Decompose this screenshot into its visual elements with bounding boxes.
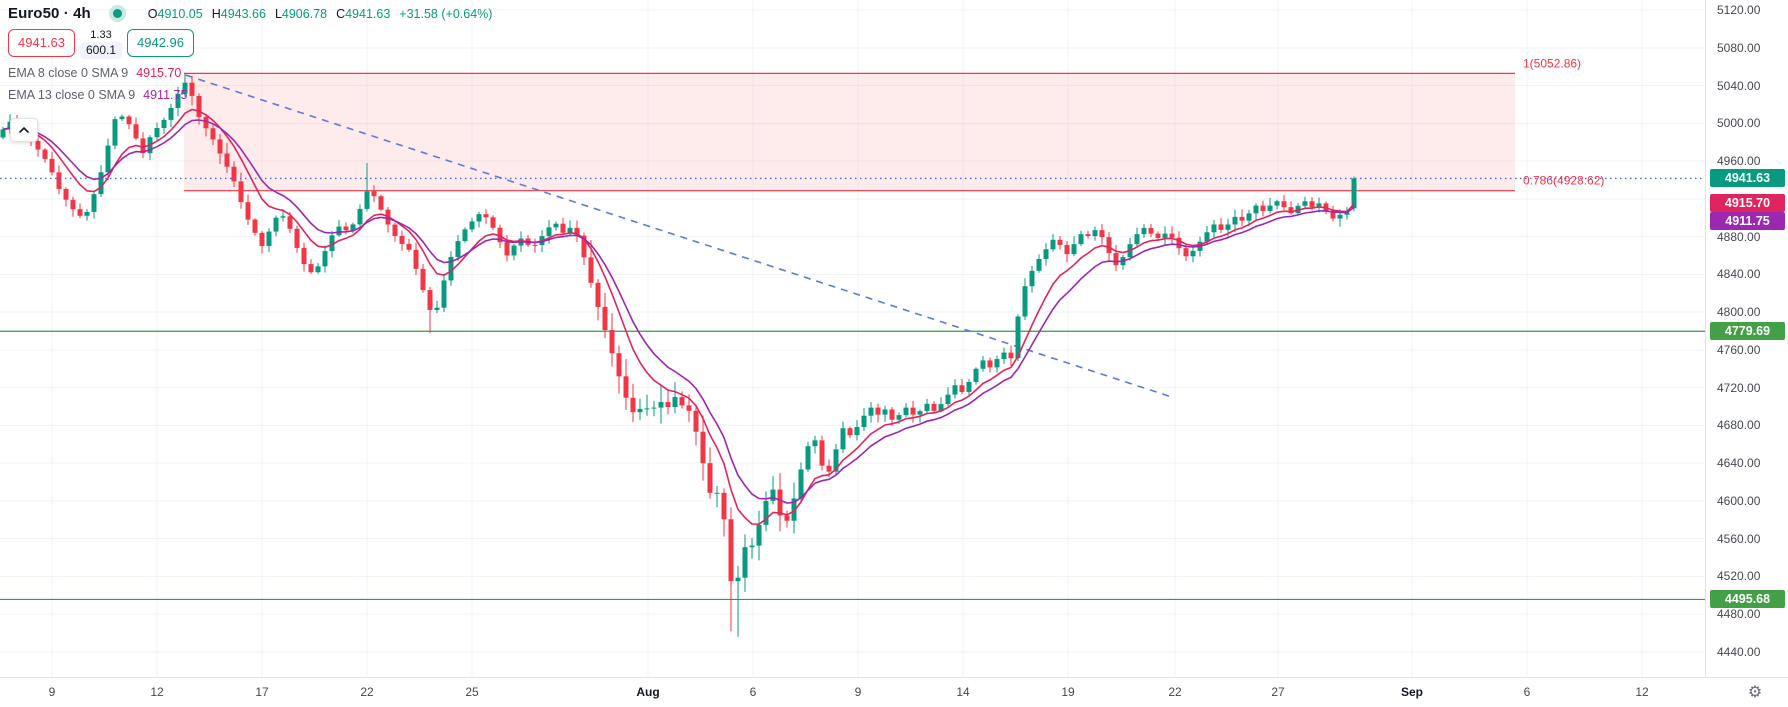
time-tick: 6: [749, 685, 757, 699]
buy-ask-button[interactable]: 4942.96: [127, 29, 194, 57]
status-dot-core: [112, 9, 122, 18]
fib-0786-label: 0.786(4928.62): [1523, 174, 1604, 188]
close-value: C4941.63: [336, 6, 391, 21]
time-tick: 17: [255, 685, 269, 699]
fib-retracement-zone: [184, 72, 1515, 192]
support-price-badge: 4779.69: [1710, 322, 1785, 341]
low-value: L4906.78: [274, 6, 328, 21]
indicator-value: 4915.70: [136, 66, 182, 80]
price-tick: 4840.00: [1717, 267, 1761, 282]
quote-row: 4941.63 1.33 600.1 4942.96: [8, 29, 194, 59]
open-value: O4910.05: [147, 6, 203, 21]
time-tick: 25: [465, 685, 479, 699]
support-price-badge: 4495.68: [1710, 590, 1785, 609]
descending-trendline: [185, 74, 1173, 398]
indicator-label: EMA 8 close 0 SMA 9: [8, 66, 129, 80]
time-tick: Aug: [636, 685, 660, 699]
time-tick: Sep: [1400, 685, 1424, 699]
symbol-row: Euro50 · 4h O4910.05 H4943.66 L4906.78 C…: [8, 5, 492, 22]
chevron-up-icon: [18, 126, 30, 134]
ohlc-values: O4910.05 H4943.66 L4906.78 C4941.63 +31.…: [148, 7, 493, 21]
change-value: +31.58 (+0.64%): [399, 6, 493, 21]
price-badge: 4941.63: [1710, 169, 1785, 188]
time-tick: 6: [1523, 685, 1531, 699]
candlestick-layer: [0, 73, 1357, 637]
market-status-dot[interactable]: [108, 5, 126, 22]
price-tick: 4800.00: [1717, 305, 1761, 320]
time-tick: 9: [854, 685, 862, 699]
spread-secondary-value: 600.1: [79, 42, 123, 59]
time-tick: 12: [150, 685, 164, 699]
time-axis[interactable]: ⚙ 9 12 17 22 25 Aug 6 9 14 19 22 27 Sep 6 12: [0, 677, 1788, 707]
indicator-legend-ema13[interactable]: EMA 13 close 0 SMA 9 4911.75: [8, 88, 187, 102]
price-tick: 4960.00: [1717, 154, 1761, 169]
time-tick: 22: [1168, 685, 1182, 699]
price-axis[interactable]: 4440.00 4480.00 4520.00 4560.00 4600.00 4640.…: [1705, 0, 1788, 677]
price-tick: 4440.00: [1717, 644, 1761, 659]
indicator-label: EMA 13 close 0 SMA 9: [8, 88, 136, 102]
spread-column: 1.33 600.1: [79, 29, 123, 59]
price-tick: 4720.00: [1717, 380, 1761, 395]
ema13-line: [2, 119, 1355, 504]
sell-bid-button[interactable]: 4941.63: [8, 29, 75, 57]
price-badge: 4911.75: [1710, 211, 1785, 230]
price-tick: 4560.00: [1717, 531, 1761, 546]
price-tick: 5040.00: [1717, 78, 1761, 93]
price-tick: 4520.00: [1717, 569, 1761, 584]
indicator-value: 4911.75: [143, 88, 188, 102]
symbol-title[interactable]: Euro50 · 4h: [8, 5, 91, 22]
chart-plot-area[interactable]: 1(5052.86) 0.786(4928.62): [0, 0, 1705, 677]
price-badge: 4915.70: [1710, 193, 1785, 212]
high-value: H4943.66: [211, 6, 266, 21]
price-tick: 4600.00: [1717, 493, 1761, 508]
candlestick-chart[interactable]: 1(5052.86) 0.786(4928.62): [0, 0, 1705, 677]
spread-value: 1.33: [90, 29, 112, 41]
price-tick: 5000.00: [1717, 116, 1761, 131]
indicator-legend-ema8[interactable]: EMA 8 close 0 SMA 9 4915.70: [8, 66, 181, 80]
ema8-line: [2, 108, 1355, 526]
price-tick: 4640.00: [1717, 456, 1761, 471]
price-tick: 4680.00: [1717, 418, 1761, 433]
time-tick: 19: [1061, 685, 1075, 699]
price-tick: 4760.00: [1717, 342, 1761, 357]
fib-1-label: 1(5052.86): [1523, 56, 1581, 70]
legend-collapse-button[interactable]: [10, 118, 38, 142]
time-tick: 12: [1635, 685, 1649, 699]
time-tick: 14: [956, 685, 970, 699]
time-tick: 22: [360, 685, 374, 699]
price-tick: 5080.00: [1717, 40, 1761, 55]
grid-lines: [0, 0, 1705, 677]
time-tick: 27: [1271, 685, 1285, 699]
axis-settings-gear-icon[interactable]: ⚙: [1747, 684, 1763, 701]
time-tick: 9: [48, 685, 56, 699]
price-tick: 4480.00: [1717, 607, 1761, 622]
price-tick: 5120.00: [1717, 3, 1761, 17]
price-tick: 4880.00: [1717, 229, 1761, 244]
